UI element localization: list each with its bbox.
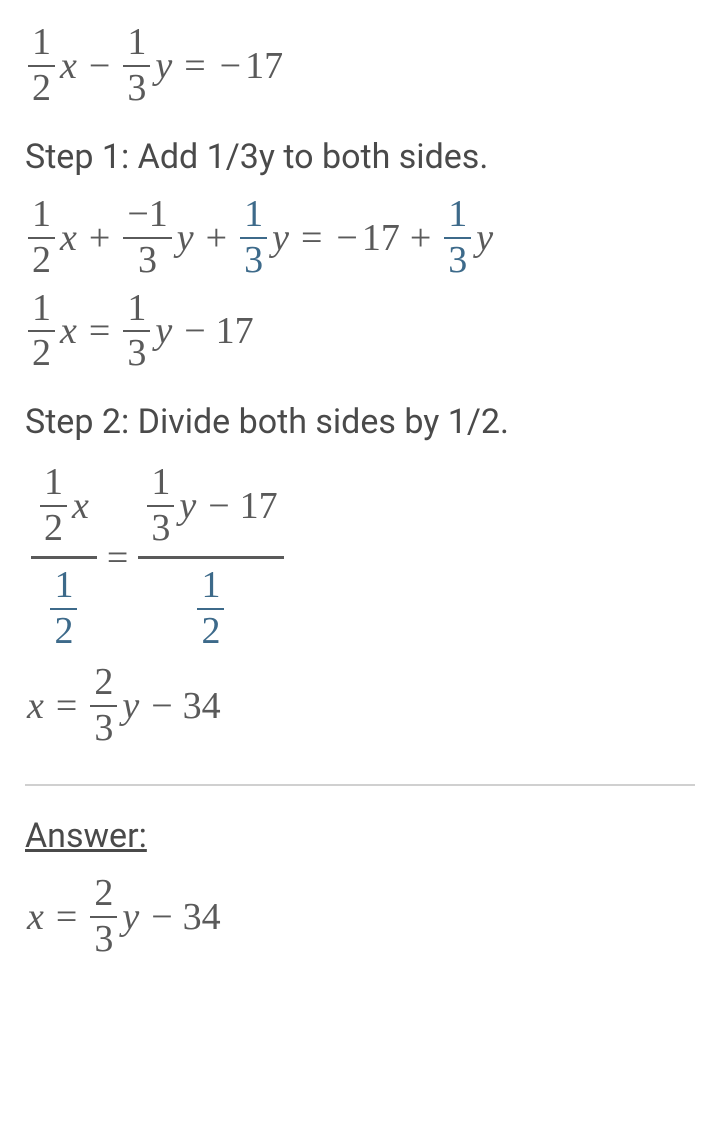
lhs-bigfrac: 12 x 12 (31, 460, 97, 655)
accent-fraction: 13 (444, 195, 471, 281)
answer-label: Answer: (25, 816, 695, 856)
equation-answer: x = 23 y − 34 (25, 874, 695, 960)
equation-1: 1 2 x − 1 3 y = − 17 (25, 23, 695, 109)
equation-2: 12 x + −13 y + 13 y = − 17 + 13 y (25, 195, 695, 281)
equation-4: 12 x 12 = 13 y − 17 12 (31, 460, 695, 655)
fraction: 1 3 (123, 23, 150, 109)
equation-5: x = 23 y − 34 (25, 663, 695, 749)
equation-3: 12 x = 13 y − 17 (25, 289, 695, 375)
fraction: 1 2 (28, 23, 55, 109)
accent-fraction: 13 (240, 195, 267, 281)
op-minus: − (89, 44, 110, 88)
constant: 17 (245, 44, 283, 88)
rhs-bigfrac: 13 y − 17 12 (138, 460, 283, 655)
step-2-text: Step 2: Divide both sides by 1/2. (25, 402, 695, 442)
step-1-text: Step 1: Add 1/3y to both sides. (25, 137, 695, 177)
op-equals: = (184, 44, 205, 88)
neg-sign: − (220, 44, 241, 88)
variable: x (60, 44, 77, 88)
divider (25, 784, 695, 786)
variable: y (155, 44, 172, 88)
